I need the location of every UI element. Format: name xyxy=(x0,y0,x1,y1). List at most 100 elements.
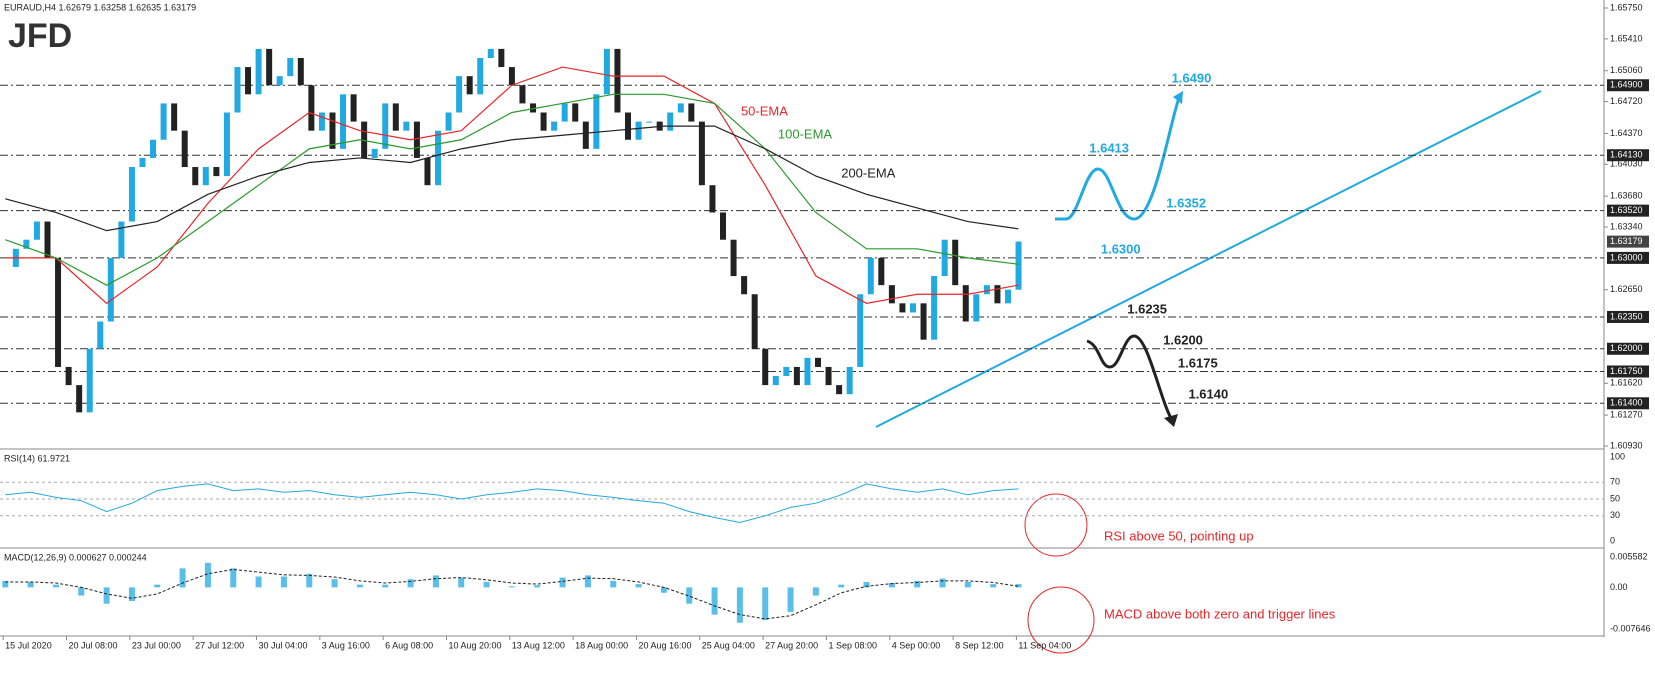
level-annotation: 1.6200 xyxy=(1163,332,1203,347)
macd-note: MACD above both zero and trigger lines xyxy=(1104,606,1336,621)
macd-bar xyxy=(78,587,85,596)
current-price-label: 1.63179 xyxy=(1610,236,1643,246)
y-tick-label: 1.61270 xyxy=(1610,409,1643,419)
ema-label: 200-EMA xyxy=(841,165,896,180)
candle xyxy=(223,112,230,177)
candle xyxy=(255,48,262,95)
macd-bar xyxy=(660,587,667,593)
macd-signal xyxy=(5,568,1019,620)
candle xyxy=(477,57,484,95)
x-tick-label: 4 Sep 00:00 xyxy=(892,640,941,650)
candle xyxy=(836,385,843,395)
x-tick-label: 25 Aug 04:00 xyxy=(702,640,755,650)
macd-bar xyxy=(331,579,338,588)
candle xyxy=(519,85,526,104)
candle xyxy=(44,221,51,258)
x-tick-label: 11 Sep 04:00 xyxy=(1018,640,1071,650)
macd-bar xyxy=(584,575,591,588)
candle xyxy=(983,285,990,295)
macd-tick-label: 0.00 xyxy=(1610,582,1628,592)
macd-bar xyxy=(635,584,642,588)
level-annotation: 1.6300 xyxy=(1101,241,1141,256)
candle xyxy=(276,76,283,86)
macd-bar xyxy=(103,587,110,604)
y-tick-label: 1.64720 xyxy=(1610,96,1643,106)
y-tick-label: 1.63340 xyxy=(1610,221,1643,231)
candle xyxy=(435,130,442,186)
candle xyxy=(318,112,325,131)
macd-bar xyxy=(432,575,439,588)
candle xyxy=(530,103,537,113)
level-box xyxy=(1607,342,1649,355)
macd-bar xyxy=(179,568,186,588)
candle xyxy=(909,303,916,313)
candle xyxy=(614,48,621,113)
level-label: 1.64130 xyxy=(1610,150,1643,160)
ema-label: 50-EMA xyxy=(741,103,788,118)
level-box xyxy=(1607,365,1649,378)
macd-bar xyxy=(128,587,135,601)
candle xyxy=(139,157,146,168)
candle xyxy=(171,103,178,131)
candle xyxy=(667,112,674,131)
x-tick-label: 10 Aug 20:00 xyxy=(448,640,501,650)
candle xyxy=(445,112,452,131)
candle xyxy=(888,285,895,304)
macd-bar xyxy=(762,587,769,621)
candle xyxy=(677,103,684,113)
level-label: 1.62000 xyxy=(1610,343,1643,353)
macd-bar xyxy=(964,581,971,588)
candle xyxy=(635,121,642,140)
level-box xyxy=(1607,310,1649,323)
projection-up xyxy=(1055,94,1182,221)
candle xyxy=(213,167,220,177)
rsi-tick-label: 0 xyxy=(1610,535,1615,545)
arrow-head xyxy=(1164,414,1178,427)
ema-label: 100-EMA xyxy=(778,126,833,141)
y-tick-label: 1.63680 xyxy=(1610,190,1643,200)
candle xyxy=(287,57,294,77)
rsi-note: RSI above 50, pointing up xyxy=(1104,528,1254,543)
candle xyxy=(55,257,62,367)
candle xyxy=(245,67,252,95)
macd-bar xyxy=(939,578,946,588)
candle xyxy=(413,121,420,158)
x-tick-label: 23 Jul 00:00 xyxy=(132,640,181,650)
candle xyxy=(793,366,800,386)
highlight-circle xyxy=(1024,493,1088,557)
candle xyxy=(994,285,1001,304)
rsi-tick-label: 100 xyxy=(1610,451,1625,461)
candle xyxy=(751,294,758,349)
candle xyxy=(107,257,114,322)
macd-bar xyxy=(230,568,237,588)
candle xyxy=(371,148,378,158)
macd-bar xyxy=(154,584,161,588)
level-label: 1.62350 xyxy=(1610,311,1643,321)
candle xyxy=(424,157,431,186)
macd-bar xyxy=(458,577,465,588)
candle xyxy=(340,94,347,149)
level-annotation: 1.6235 xyxy=(1127,301,1167,316)
y-tick-label: 1.65410 xyxy=(1610,33,1643,43)
candle xyxy=(804,357,811,386)
x-tick-label: 27 Aug 20:00 xyxy=(765,640,818,650)
candle xyxy=(1004,289,1011,304)
macd-bar xyxy=(990,584,997,588)
level-annotation: 1.6352 xyxy=(1166,195,1206,210)
y-tick-label: 1.64370 xyxy=(1610,128,1643,138)
candle xyxy=(498,48,505,68)
candle xyxy=(487,48,494,58)
rsi-tick-label: 70 xyxy=(1610,477,1620,487)
candle xyxy=(625,112,632,140)
level-label: 1.63520 xyxy=(1610,205,1643,215)
candle xyxy=(709,185,716,213)
macd-bar xyxy=(838,584,845,588)
candle xyxy=(329,112,336,149)
candle xyxy=(234,67,241,113)
level-box xyxy=(1607,251,1649,264)
candle xyxy=(941,239,948,277)
candle xyxy=(65,366,72,386)
candle xyxy=(150,139,157,158)
candle xyxy=(857,294,864,367)
macd-bar xyxy=(382,584,389,588)
